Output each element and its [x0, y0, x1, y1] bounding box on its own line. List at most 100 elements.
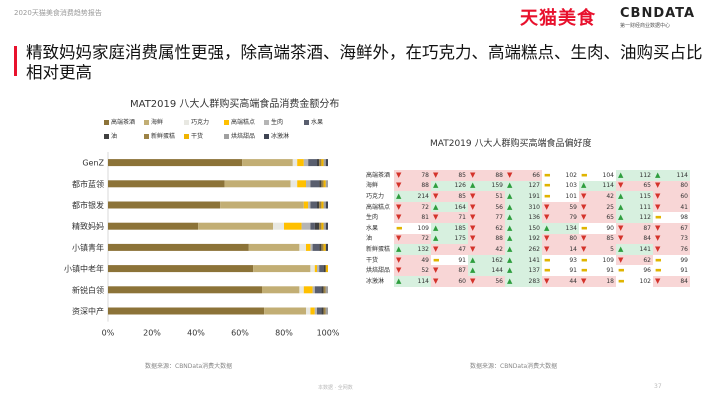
heatmap-cell: ▬ 91 — [653, 265, 690, 276]
category-label: 小镇青年 — [72, 242, 104, 252]
bar-segment — [321, 159, 324, 167]
heatmap-cell: ▼ 14 — [542, 244, 579, 255]
arrow-down-icon: ▼ — [618, 223, 624, 232]
legend-label: 冰激淋 — [271, 133, 290, 140]
heatmap-value: 49 — [421, 256, 429, 264]
x-tick-label: 80% — [275, 329, 293, 338]
heatmap-value: 78 — [421, 171, 429, 179]
heatmap-value: 47 — [458, 245, 466, 253]
heatmap-value: 159 — [491, 182, 503, 190]
neutral-bar-icon: ▬ — [581, 266, 588, 275]
arrow-down-icon: ▼ — [396, 266, 402, 275]
heatmap-value: 141 — [639, 245, 651, 253]
bar-segment — [303, 159, 309, 167]
x-tick-label: 100% — [317, 329, 340, 338]
bar-segment — [306, 180, 311, 188]
bar-segment — [297, 159, 304, 167]
heatmap-row-label: 烘焙甜品 — [366, 267, 391, 275]
heatmap-value: 114 — [602, 182, 614, 190]
bar-segment — [323, 180, 326, 188]
bar-segment — [310, 180, 320, 188]
arrow-down-icon: ▼ — [655, 223, 661, 232]
bar-segment — [321, 307, 324, 315]
bar-segment — [325, 265, 328, 273]
legend-item: 巧克力 — [184, 117, 224, 126]
heatmap-cell: ▼ 78 — [394, 170, 431, 181]
neutral-bar-icon: ▬ — [618, 276, 625, 285]
heatmap-value: 42 — [495, 245, 503, 253]
heatmap-table: 高端茶酒 ▼ 78 ▼ 85 ▼ 88 ▼ 66 ▬ 102 ▬ 104 ▲ 112 ▲ 114 海鲜 ▼ 88 ▲ 12… — [366, 170, 690, 287]
heatmap-value: 93 — [569, 256, 577, 264]
heatmap-cell: ▼ 59 — [542, 201, 579, 213]
heatmap-value: 66 — [532, 171, 540, 179]
bar-segment — [314, 307, 317, 315]
bar-segment — [323, 243, 326, 251]
heatmap-value: 126 — [454, 182, 466, 190]
heatmap-cell: ▲ 162 — [468, 254, 505, 266]
heatmap-value: 101 — [565, 192, 577, 200]
heatmap-value: 59 — [569, 203, 577, 211]
arrow-down-icon: ▼ — [433, 191, 439, 200]
heatmap-cell: ▼ 80 — [542, 233, 579, 245]
heatmap-cell: ▼ 81 — [394, 212, 431, 223]
heatmap-cell: ▼ 60 — [653, 191, 690, 202]
bar-chart-title: MAT2019 八大人群购买高端食品消费金额分布 — [130, 99, 340, 110]
heatmap-value: 84 — [643, 235, 651, 243]
arrow-up-icon: ▲ — [618, 170, 624, 179]
heatmap-cell: ▼ 72 — [394, 233, 431, 245]
heatmap-value: 56 — [495, 277, 503, 285]
heatmap-cell: ▼ 87 — [616, 222, 653, 234]
heatmap-source: 数据来源：CBNData消费大数据 — [470, 363, 558, 370]
legend-label: 巧克力 — [191, 119, 210, 126]
arrow-down-icon: ▼ — [470, 244, 476, 253]
heatmap-cell: ▲ 112 — [616, 170, 653, 181]
arrow-up-icon: ▲ — [433, 234, 439, 243]
footer-watermark-text: 本数据 · 全网数 — [318, 385, 353, 391]
heatmap-cell: ▼ 18 — [579, 275, 616, 287]
heatmap-row: 冰激淋 ▲ 114 ▼ 60 ▼ 56 ▲ 283 ▼ 44 ▼ 18 ▬ 102 ▼ 84 — [366, 275, 690, 287]
heatmap-cell: ▲ 150 — [505, 222, 542, 234]
bar-segment — [317, 307, 322, 315]
bar-segment — [325, 307, 328, 315]
arrow-down-icon: ▼ — [396, 170, 402, 179]
arrow-up-icon: ▲ — [507, 223, 513, 232]
bar-segment — [303, 201, 309, 209]
bar-segment — [317, 159, 320, 167]
arrow-down-icon: ▼ — [655, 276, 661, 285]
legend-swatch — [184, 134, 189, 139]
arrow-down-icon: ▼ — [655, 244, 661, 253]
x-tick-label: 60% — [231, 329, 249, 338]
legend-swatch — [184, 120, 189, 125]
bar-segment — [310, 243, 313, 251]
bar-segment — [108, 159, 243, 167]
heatmap-cell: ▲ 191 — [505, 191, 542, 202]
heatmap-row: 烘焙甜品 ▼ 52 ▼ 87 ▲ 144 ▲ 137 ▬ 91 ▬ 91 ▬ 96 ▬ 91 — [366, 265, 690, 276]
legend-item: 新鲜蛋糕 — [144, 131, 184, 140]
arrow-up-icon: ▲ — [618, 244, 624, 253]
heatmap-cell: ▬ 102 — [616, 275, 653, 287]
heatmap-cell: ▲ 126 — [431, 180, 468, 192]
neutral-bar-icon: ▬ — [618, 266, 625, 275]
arrow-down-icon: ▼ — [581, 202, 587, 211]
heatmap-cell: ▲ 114 — [394, 275, 431, 287]
neutral-bar-icon: ▬ — [581, 223, 588, 232]
title-accent-bar — [14, 46, 17, 76]
heatmap-cell: ▼ 60 — [431, 275, 468, 287]
heatmap-value: 111 — [639, 203, 651, 211]
neutral-bar-icon: ▬ — [581, 255, 588, 264]
bar-segment — [323, 286, 326, 294]
page-title: 精致妈妈家庭消费属性更强，除高端茶酒、海鲜外，在巧克力、高端糕点、生肉、油购买占… — [26, 43, 703, 82]
arrow-down-icon: ▼ — [655, 234, 661, 243]
heatmap-cell: ▲ 137 — [505, 265, 542, 276]
arrow-up-icon: ▲ — [433, 181, 439, 190]
bar-segment — [303, 286, 313, 294]
legend-item: 水果 — [304, 117, 344, 126]
heatmap-cell: ▼ 67 — [653, 222, 690, 234]
legend-item: 高端茶酒 — [104, 117, 144, 126]
arrow-down-icon: ▼ — [433, 170, 439, 179]
bar-segment — [299, 243, 306, 251]
heatmap-value: 98 — [680, 214, 688, 222]
neutral-bar-icon: ▬ — [655, 266, 662, 275]
bar-segment — [323, 159, 326, 167]
bar-segment — [319, 243, 322, 251]
